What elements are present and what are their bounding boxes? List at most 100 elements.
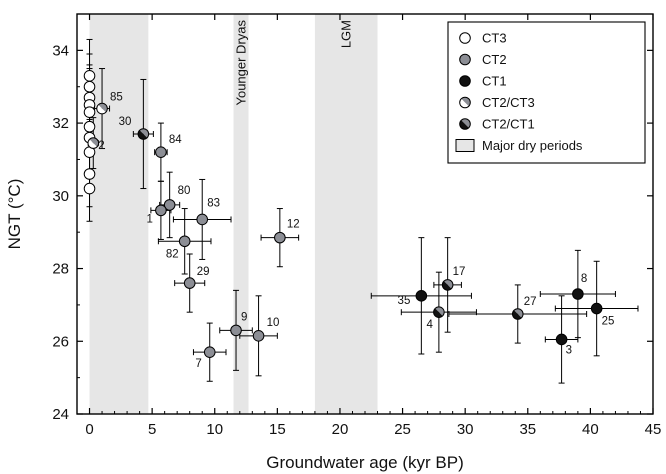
marker-half (442, 281, 452, 291)
legend-entry-label: CT2 (482, 52, 507, 67)
legend-marker (459, 118, 471, 130)
data-point (83, 80, 96, 93)
dry-period-band (314, 14, 378, 414)
data-point (163, 199, 176, 211)
data-point (96, 102, 108, 115)
legend-marker (459, 32, 471, 44)
marker-outline (459, 118, 471, 130)
data-point (183, 277, 196, 289)
marker-half (89, 137, 99, 147)
marker-half (459, 120, 469, 130)
data-point (555, 333, 568, 346)
marker-half (514, 308, 524, 318)
y-tick-label: 28 (52, 261, 69, 278)
data-point (203, 346, 216, 358)
marker-half (139, 128, 149, 138)
x-tick-label: 45 (645, 421, 662, 438)
legend-marker (459, 53, 471, 66)
point-label: 7 (195, 358, 201, 370)
point-label: 1 (146, 213, 152, 225)
x-tick-label: 0 (85, 421, 93, 438)
point-labels: 84 80 1 83 82 29 12 9 10 7 35 8 25 3 85 2 30 17 4 27 (98, 92, 614, 371)
data-point (433, 306, 445, 318)
x-tick-label: 30 (457, 421, 474, 438)
x-tick-label: 40 (582, 421, 599, 438)
marker-outline (137, 128, 150, 140)
point-label: 30 (119, 116, 132, 128)
legend-marker (459, 96, 471, 109)
point-label: 4 (426, 319, 433, 331)
marker-outline (96, 102, 108, 115)
point-label: 29 (197, 266, 210, 278)
legend-box (447, 21, 646, 164)
marker-half (512, 310, 522, 320)
marker-half (461, 97, 471, 107)
data-point (252, 330, 265, 342)
x-tick-label: 20 (332, 421, 349, 438)
marker-outline (441, 279, 454, 291)
point-label: 10 (267, 317, 280, 329)
data-point (441, 279, 454, 291)
point-label: 12 (287, 219, 300, 231)
legend-entry-label: Major dry periods (482, 138, 583, 153)
dry-period-band (89, 14, 149, 414)
data-markers (83, 70, 603, 358)
y-tick-label: 32 (52, 115, 69, 132)
data-point (137, 128, 150, 140)
y-axis-label: NGT (°C) (5, 179, 24, 250)
data-point (590, 302, 603, 315)
marker-half (88, 139, 98, 149)
point-label: 83 (207, 197, 220, 209)
data-point (572, 288, 584, 300)
marker-half (96, 104, 106, 114)
marker-half (98, 103, 108, 113)
data-point (178, 235, 191, 248)
marker-half (443, 279, 453, 289)
x-tick-label: 5 (148, 421, 156, 438)
data-point (274, 231, 286, 244)
marker-outline (87, 137, 100, 149)
point-label: 8 (581, 273, 587, 285)
data-point (83, 120, 96, 133)
point-label: 85 (110, 92, 123, 104)
legend-entry-label: CT1 (482, 74, 507, 89)
data-point (83, 106, 96, 118)
data-point (415, 290, 428, 302)
period-label: Younger Dryas (234, 20, 249, 106)
point-label: 9 (241, 311, 247, 323)
point-label: 27 (524, 296, 537, 308)
marker-half (433, 308, 443, 318)
point-label: 35 (398, 295, 411, 307)
data-point (155, 204, 167, 217)
period-label: LGM (339, 20, 354, 48)
marker-half (461, 118, 471, 128)
legend-entry-label: CT2/CT1 (482, 117, 535, 132)
data-point (511, 308, 524, 320)
legend: CT3 CT2 CT1 CT2/CT3 CT2/CT1 Major dry periods (447, 21, 646, 164)
marker-outline (433, 306, 445, 318)
legend-marker (459, 75, 471, 87)
y-tick-label: 24 (52, 406, 69, 423)
x-tick-label: 25 (394, 421, 411, 438)
point-label: 25 (602, 316, 615, 328)
point-label: 80 (178, 185, 191, 197)
x-axis-label: Groundwater age (kyr BP) (266, 453, 463, 472)
data-point (230, 324, 242, 337)
dry-period-shading (89, 14, 378, 414)
y-tick-label: 26 (52, 333, 69, 350)
marker-half (459, 98, 469, 108)
data-point (196, 213, 209, 226)
data-point (83, 182, 96, 195)
x-tick-label: 35 (519, 421, 536, 438)
x-tick-label: 10 (206, 421, 223, 438)
legend-marker (455, 139, 475, 152)
period-labels: Younger Dryas LGM (234, 20, 354, 106)
legend-entry-label: CT3 (482, 31, 507, 46)
legend-entry-label: CT2/CT3 (482, 95, 535, 110)
data-point (83, 70, 96, 82)
marker-outline (459, 96, 471, 109)
marker-outline (511, 308, 524, 320)
point-label: 2 (98, 140, 104, 152)
